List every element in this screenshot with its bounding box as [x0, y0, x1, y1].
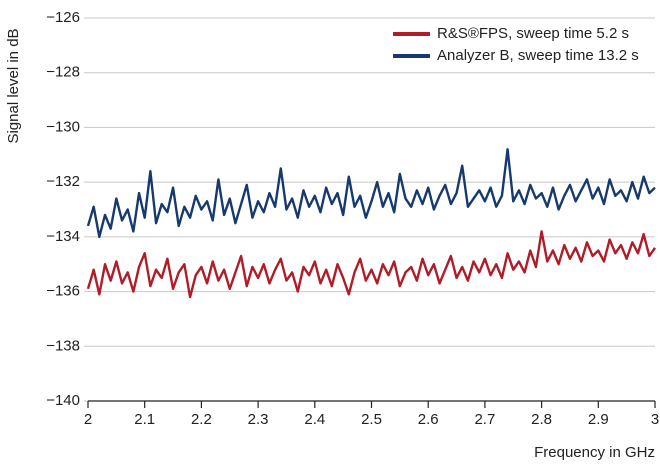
x-tick-label: 2	[84, 411, 92, 428]
y-tick-label: −132	[46, 173, 80, 190]
x-axis-label: Frequency in GHz	[534, 444, 655, 461]
series-line	[86, 148, 656, 239]
legend-label: Analyzer B, sweep time 13.2 s	[437, 47, 639, 64]
x-tick-label: 2.4	[304, 411, 325, 428]
series-line	[86, 230, 656, 299]
x-tick-label: 3	[651, 411, 659, 428]
x-tick-label: 2.9	[588, 411, 609, 428]
x-tick-label: 2.5	[361, 411, 382, 428]
y-tick-label: −134	[46, 228, 80, 245]
x-tick-label: 2.8	[531, 411, 552, 428]
x-tick-label: 2.3	[248, 411, 269, 428]
y-tick-label: −130	[46, 118, 80, 135]
y-tick-label: −136	[46, 283, 80, 300]
y-tick-label: −126	[46, 9, 80, 26]
y-tick-label: −138	[46, 337, 80, 354]
y-tick-label: −128	[46, 64, 80, 81]
y-axis-label: Signal level in dB	[5, 28, 22, 143]
x-tick-label: 2.1	[134, 411, 155, 428]
x-tick-label: 2.7	[474, 411, 495, 428]
x-tick-label: 2.2	[191, 411, 212, 428]
y-tick-label: −140	[46, 392, 80, 409]
legend-label: R&S®FPS, sweep time 5.2 s	[437, 25, 629, 42]
x-tick-label: 2.6	[418, 411, 439, 428]
